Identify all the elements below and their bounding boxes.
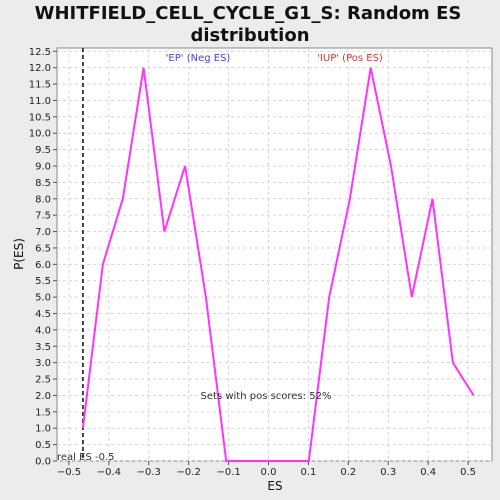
y-tick-label: 11.5 xyxy=(29,80,51,91)
y-tick-label: 9.5 xyxy=(35,145,51,156)
x-tick-label: 0.1 xyxy=(300,467,316,478)
y-tick-label: 9.0 xyxy=(35,162,51,173)
y-tick-label: 3.5 xyxy=(35,342,51,353)
y-tick-label: 5.0 xyxy=(35,293,51,304)
y-axis-label: P(ES) xyxy=(12,238,26,270)
y-tick-label: 8.5 xyxy=(35,178,51,189)
x-tick-label: 0.5 xyxy=(460,467,476,478)
y-tick-label: 10.5 xyxy=(29,112,51,123)
neg-es-label: 'EP' (Neg ES) xyxy=(166,53,231,64)
y-tick-label: 10.0 xyxy=(29,129,51,140)
y-tick-label: 6.5 xyxy=(35,243,51,254)
y-tick-label: 8.0 xyxy=(35,194,51,205)
real-es-label: real ES -0.5 xyxy=(57,452,115,463)
pos-es-label: 'IUP' (Pos ES) xyxy=(317,53,383,64)
y-tick-label: 11.0 xyxy=(29,96,51,107)
chart-title-line-2: distribution xyxy=(190,25,309,46)
y-tick-label: 4.0 xyxy=(35,325,51,336)
x-axis-label: ES xyxy=(267,479,282,493)
x-tick-label: 0.0 xyxy=(261,467,277,478)
y-tick-label: 1.5 xyxy=(35,407,51,418)
y-tick-label: 3.0 xyxy=(35,358,51,369)
x-tick-label: −0.3 xyxy=(137,467,161,478)
y-tick-label: 0.5 xyxy=(35,440,51,451)
series-line xyxy=(81,67,475,462)
y-tick-label: 7.0 xyxy=(35,227,51,238)
y-tick-label: 7.5 xyxy=(35,211,51,222)
x-tick-label: −0.2 xyxy=(177,467,201,478)
y-tick-label: 6.0 xyxy=(35,260,51,271)
x-tick-label: −0.4 xyxy=(97,467,121,478)
y-tick-label: 2.0 xyxy=(35,391,51,402)
axis-ticks: 0.0 0.5 1.0 1.5 2.0 2.5 3.0 3.5 4.0 4.5 5.0 5.5 6.0 6… xyxy=(29,47,476,478)
y-tick-label: 4.5 xyxy=(35,309,51,320)
x-tick-label: 0.3 xyxy=(380,467,396,478)
y-tick-label: 0.0 xyxy=(35,457,51,468)
sets-pos-score-label: Sets with pos scores: 52% xyxy=(201,391,332,402)
x-tick-label: −0.1 xyxy=(216,467,240,478)
x-tick-label: −0.5 xyxy=(57,467,81,478)
y-tick-label: 2.5 xyxy=(35,375,51,386)
grid xyxy=(57,48,492,462)
x-tick-label: 0.4 xyxy=(420,467,436,478)
y-tick-label: 12.5 xyxy=(29,47,51,58)
x-tick-label: 0.2 xyxy=(340,467,356,478)
y-tick-label: 5.5 xyxy=(35,276,51,287)
y-tick-label: 12.0 xyxy=(29,63,51,74)
chart-title-line-1: WHITFIELD_CELL_CYCLE_G1_S: Random ES xyxy=(35,3,462,24)
y-tick-label: 1.0 xyxy=(35,424,51,435)
